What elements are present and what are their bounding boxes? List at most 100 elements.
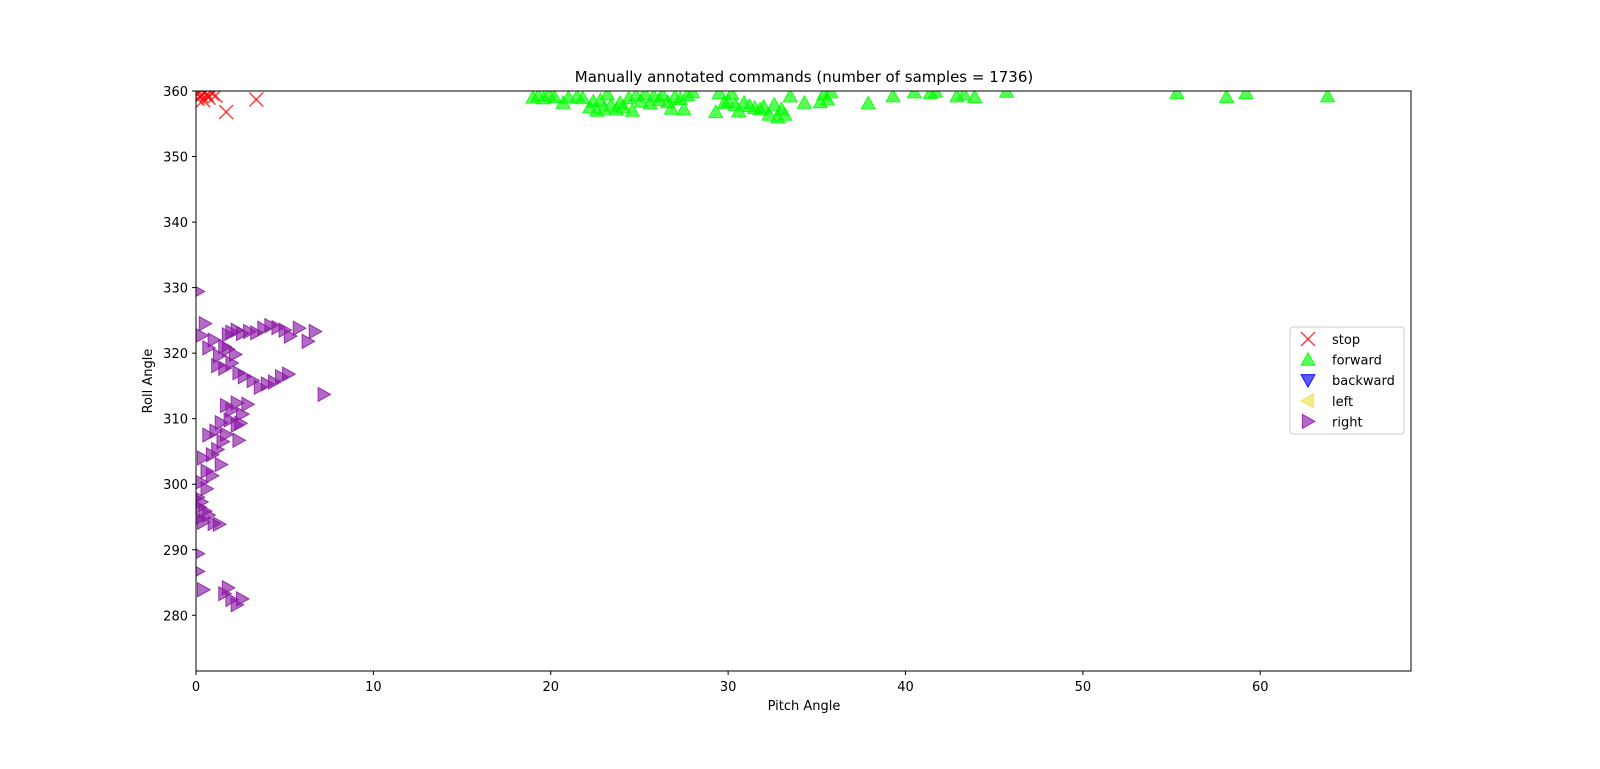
legend-box [1289, 326, 1405, 435]
right-point [232, 432, 247, 449]
legend-label-forward: forward [1332, 354, 1382, 369]
forward-point [796, 94, 813, 109]
right-point [236, 591, 251, 607]
forward-point [675, 101, 692, 116]
y-tick-label: 340 [163, 216, 188, 231]
right-point [257, 320, 272, 337]
right-point [317, 386, 332, 403]
y-axis: 280 290 300 310 320 330 340 350 360 [163, 85, 196, 624]
x-tick-label: 60 [1252, 680, 1269, 695]
forward-point [711, 91, 728, 100]
legend-marker-stop [1300, 331, 1316, 347]
right-point [301, 333, 316, 350]
right-point [196, 450, 212, 466]
y-tick-label: 290 [163, 544, 188, 559]
legend-label-stop: stop [1332, 333, 1360, 348]
forward-point [755, 98, 772, 113]
stop-point [218, 104, 234, 120]
chart-title: Manually annotated commands (number of s… [575, 68, 1034, 86]
right-point [196, 581, 212, 598]
right-point [200, 480, 215, 497]
right-point [260, 376, 275, 392]
forward-point [633, 93, 650, 108]
right-point [292, 320, 307, 337]
right-point [237, 368, 252, 385]
right-point [223, 412, 238, 428]
x-tick-label: 40 [897, 680, 914, 695]
right-point [264, 317, 279, 334]
legend-marker-forward [1300, 351, 1316, 366]
legend-item-backward: backward [1300, 374, 1395, 389]
data-points [196, 91, 1336, 613]
forward-point [707, 103, 724, 119]
stop-point [207, 91, 224, 104]
forward-point [684, 91, 701, 99]
y-tick-label: 330 [163, 282, 188, 297]
right-point [271, 319, 286, 336]
series-right [196, 286, 332, 613]
legend-label-right: right [1332, 415, 1363, 430]
forward-point [663, 100, 680, 115]
forward-point [823, 91, 839, 99]
right-point [230, 395, 245, 411]
x-tick-label: 30 [720, 680, 737, 695]
legend: stop forward backward left right [1289, 326, 1405, 435]
forward-point [906, 91, 923, 99]
forward-point [956, 91, 972, 101]
right-point [282, 366, 297, 382]
right-point [196, 565, 206, 577]
forward-point [730, 103, 747, 118]
right-point [275, 368, 290, 385]
right-point [221, 579, 236, 596]
stop-point [248, 91, 264, 108]
forward-point [819, 91, 836, 106]
right-point [196, 328, 210, 343]
right-point [234, 415, 249, 432]
right-point [253, 379, 268, 396]
x-tick-label: 50 [1075, 680, 1092, 695]
forward-point [624, 102, 641, 117]
forward-point [761, 106, 777, 121]
right-point [214, 414, 229, 431]
right-point [207, 332, 222, 348]
right-point [196, 514, 212, 531]
plot-area [195, 90, 1412, 672]
x-tick-label: 20 [542, 680, 559, 695]
legend-marker-left [1299, 392, 1315, 409]
right-point [221, 341, 236, 358]
y-tick-label: 350 [163, 151, 188, 166]
right-point [205, 467, 220, 484]
x-tick-label: 0 [192, 680, 200, 695]
right-point [283, 328, 299, 344]
right-point [308, 323, 323, 340]
forward-point [615, 98, 632, 113]
legend-item-forward: forward [1300, 351, 1382, 369]
right-point [211, 441, 226, 458]
right-point [196, 286, 206, 297]
series-stop [196, 91, 264, 120]
right-point [250, 324, 265, 341]
right-point [228, 346, 244, 363]
forward-point [766, 96, 783, 111]
x-tick-label: 10 [365, 680, 382, 695]
forward-point [998, 91, 1015, 98]
forward-point [885, 91, 901, 103]
forward-point [1169, 91, 1185, 100]
series-forward [525, 91, 1336, 124]
y-tick-label: 360 [163, 85, 188, 100]
y-tick-label: 280 [163, 609, 188, 624]
right-point [236, 325, 251, 342]
forward-point [1238, 91, 1254, 100]
legend-item-right: right [1301, 413, 1363, 430]
y-axis-label: Roll Angle [141, 349, 156, 414]
forward-point [546, 91, 563, 103]
legend-marker-right [1301, 413, 1317, 430]
right-point [196, 548, 206, 560]
x-axis-label: Pitch Angle [768, 699, 841, 714]
right-point [212, 516, 228, 533]
stop-point [204, 91, 220, 102]
legend-label-backward: backward [1332, 374, 1395, 389]
forward-point [860, 95, 877, 110]
x-axis: 0 10 20 30 40 50 60 [192, 671, 1269, 695]
